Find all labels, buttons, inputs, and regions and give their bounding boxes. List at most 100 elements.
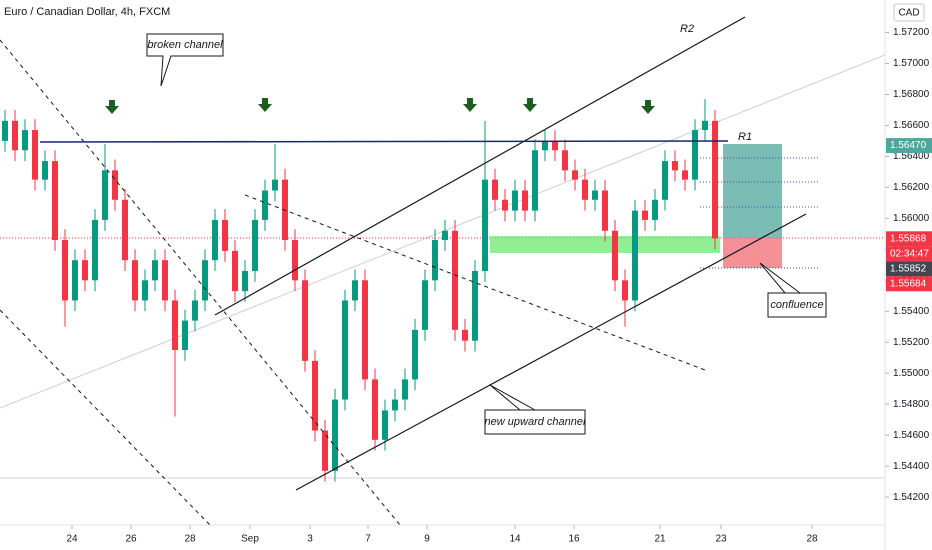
candle-body (552, 140, 558, 151)
lower-channel (295, 213, 807, 491)
candle-body (352, 280, 358, 301)
candle-body (72, 260, 78, 301)
candle-body (162, 260, 168, 301)
broken-channel-bottom (0, 309, 211, 525)
x-tick-label: 7 (365, 534, 371, 545)
y-tick-label: 1.54200 (893, 492, 930, 503)
candle-body (592, 190, 598, 200)
chart-title: Euro / Canadian Dollar, 4h, FXCM (4, 6, 170, 18)
annotation: confluence (770, 299, 823, 311)
y-tick-label: 1.55200 (893, 337, 930, 348)
candle-body (702, 120, 708, 131)
x-tick-label: 16 (568, 534, 580, 545)
price-label-text: 1.55852 (890, 263, 927, 274)
candle-body (32, 130, 38, 180)
trendlines: broken channel new upward channel conflu… (0, 16, 827, 525)
countdown-box (886, 246, 932, 262)
candle-body (52, 161, 58, 241)
candle-body (452, 230, 458, 330)
candle-body (472, 271, 478, 341)
support-zone (490, 236, 720, 253)
candle-body (132, 260, 138, 301)
x-tick-label: 9 (424, 534, 430, 545)
x-tick-label: 28 (806, 534, 818, 545)
candle-body (712, 120, 718, 239)
candle-body (372, 379, 378, 440)
x-tick-label: 14 (509, 534, 521, 545)
annotation: new upward channel (485, 416, 586, 428)
y-tick-label: 1.54400 (893, 461, 930, 472)
candle-body (402, 379, 408, 400)
candle-body (492, 179, 498, 200)
candle-body (62, 240, 68, 301)
candle-body (462, 329, 468, 341)
price-label (886, 231, 932, 247)
annotation: R2 (680, 23, 694, 35)
price-label (886, 138, 932, 154)
candle-body (22, 130, 28, 151)
drawings (0, 54, 885, 479)
candle-body (142, 280, 148, 301)
currency: CAD (898, 8, 919, 19)
broken-channel-mid (244, 194, 706, 371)
candle-body (442, 230, 448, 241)
candle-body (272, 179, 278, 191)
candle-body (122, 199, 128, 261)
candle-body (662, 161, 668, 200)
candle-body (12, 120, 18, 151)
candle-body (92, 219, 98, 281)
y-tick-label: 1.56600 (893, 120, 930, 131)
candle-body (432, 240, 438, 281)
price-label-text: 1.55868 (890, 233, 927, 244)
y-tick-label: 1.56000 (893, 213, 930, 224)
x-tick-label: 26 (125, 534, 137, 545)
y-tick-label: 1.56400 (893, 151, 930, 162)
candle-body (682, 170, 688, 180)
x-tick-label: 23 (715, 534, 727, 545)
broken-channel-top (0, 39, 401, 525)
arrows (105, 98, 655, 114)
candle-body (252, 219, 258, 272)
candle-body (102, 170, 108, 220)
candle-body (262, 190, 268, 220)
candle-body (382, 410, 388, 440)
candle-body (602, 190, 608, 231)
candle-body (622, 280, 628, 301)
price-label (886, 276, 932, 292)
candle-body (642, 210, 648, 220)
candle-body (172, 300, 178, 350)
title-bg (0, 4, 220, 20)
candle-body (672, 161, 678, 171)
price-label-text: 1.56470 (890, 140, 927, 151)
x-tick-label: 24 (66, 534, 78, 545)
annotation: broken channel (147, 39, 223, 51)
currency-box (893, 3, 925, 22)
candle-body (232, 250, 238, 292)
candle-body (542, 140, 548, 151)
x-tick-label: 3 (307, 534, 313, 545)
candle-body (612, 230, 618, 281)
y-tick-label: 1.55000 (893, 368, 930, 379)
x-tick-label: 28 (184, 534, 196, 545)
target-box (723, 144, 782, 238)
candle-body (212, 219, 218, 261)
candle-body (322, 430, 328, 471)
x-tick-label: Sep (241, 534, 259, 545)
upper-channel (214, 16, 746, 316)
x-tick-label: 21 (654, 534, 666, 545)
y-tick-label: 1.54600 (893, 430, 930, 441)
candle-body (522, 190, 528, 211)
candle-body (412, 329, 418, 380)
countdown: 02:34:47 (890, 248, 929, 259)
annotation: R1 (738, 131, 752, 143)
callout (146, 33, 224, 87)
candle-body (342, 300, 348, 400)
y-tick-label: 1.56200 (893, 182, 930, 193)
candle-body (332, 399, 338, 471)
callout (759, 262, 827, 318)
price-label-text: 1.55684 (890, 278, 927, 289)
y-tick-label: 1.54800 (893, 399, 930, 410)
candle-body (112, 170, 118, 200)
